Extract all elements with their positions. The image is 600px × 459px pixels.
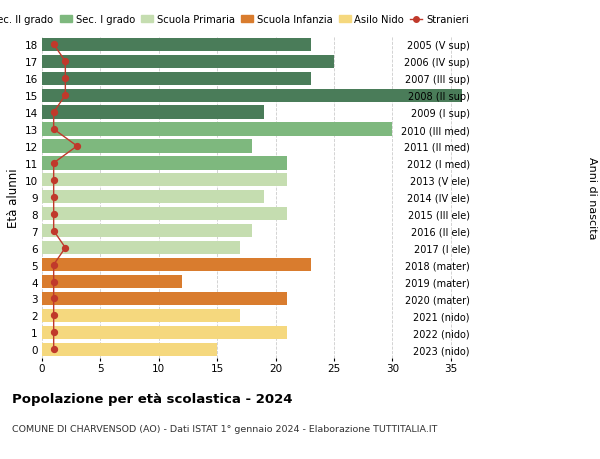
Bar <box>42 343 217 356</box>
Point <box>49 126 58 134</box>
Bar <box>42 258 311 272</box>
Point <box>49 228 58 235</box>
Bar <box>42 191 264 204</box>
Point <box>49 194 58 201</box>
Point <box>49 41 58 49</box>
Bar <box>42 39 311 52</box>
Point <box>49 109 58 117</box>
Bar <box>42 241 241 255</box>
Point <box>72 143 82 150</box>
Point <box>61 92 70 100</box>
Bar <box>42 292 287 305</box>
Text: Anni di nascita: Anni di nascita <box>587 156 597 239</box>
Legend: Sec. II grado, Sec. I grado, Scuola Primaria, Scuola Infanzia, Asilo Nido, Stran: Sec. II grado, Sec. I grado, Scuola Prim… <box>0 15 469 25</box>
Point <box>49 329 58 336</box>
Point <box>49 160 58 167</box>
Point <box>49 261 58 269</box>
Point <box>49 211 58 218</box>
Bar <box>42 224 252 238</box>
Point <box>61 245 70 252</box>
Bar <box>42 174 287 187</box>
Bar <box>42 90 463 102</box>
Point <box>61 75 70 83</box>
Y-axis label: Età alunni: Età alunni <box>7 168 20 227</box>
Text: Popolazione per età scolastica - 2024: Popolazione per età scolastica - 2024 <box>12 392 293 405</box>
Point <box>49 312 58 319</box>
Bar <box>42 56 334 69</box>
Point <box>61 58 70 66</box>
Bar <box>42 123 392 136</box>
Point <box>49 346 58 353</box>
Bar <box>42 207 287 221</box>
Bar <box>42 73 311 85</box>
Bar <box>42 275 182 289</box>
Point <box>49 295 58 302</box>
Bar <box>42 309 241 322</box>
Point <box>49 177 58 184</box>
Point <box>49 278 58 285</box>
Text: COMUNE DI CHARVENSOD (AO) - Dati ISTAT 1° gennaio 2024 - Elaborazione TUTTITALIA: COMUNE DI CHARVENSOD (AO) - Dati ISTAT 1… <box>12 425 437 434</box>
Bar <box>42 326 287 339</box>
Bar <box>42 106 264 119</box>
Bar <box>42 157 287 170</box>
Bar <box>42 140 252 153</box>
